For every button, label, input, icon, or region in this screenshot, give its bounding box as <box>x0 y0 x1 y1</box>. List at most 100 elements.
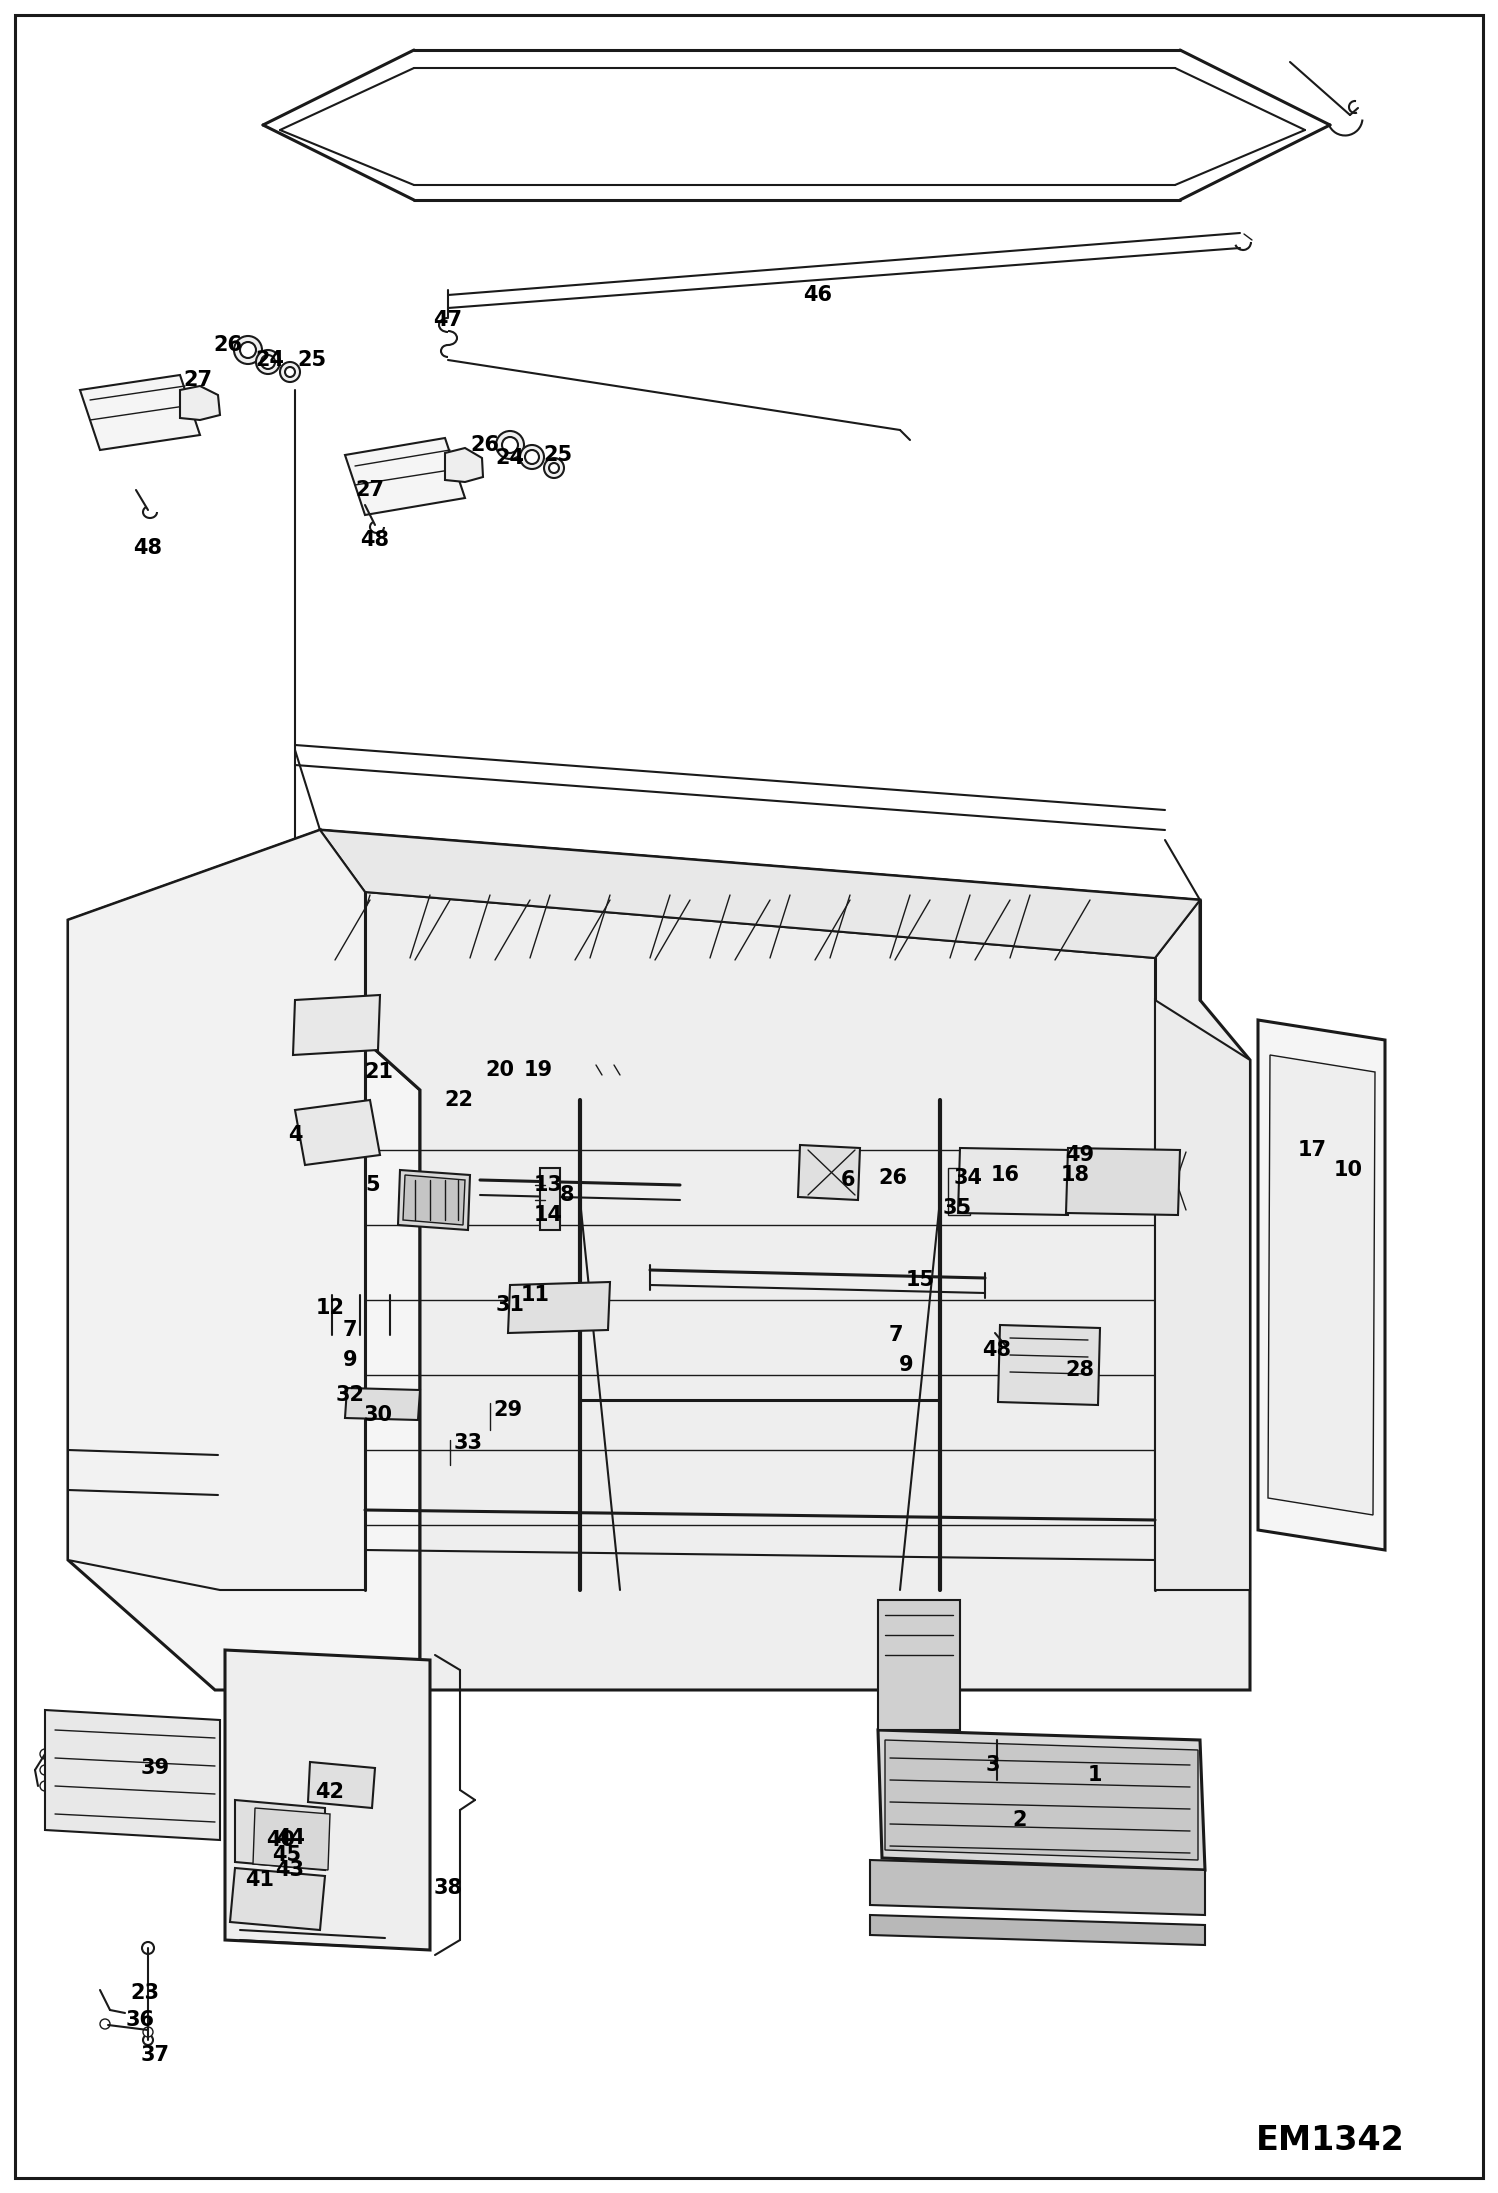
Text: 23: 23 <box>130 1982 159 2002</box>
Polygon shape <box>253 1807 330 1871</box>
Polygon shape <box>998 1325 1100 1406</box>
Circle shape <box>142 1943 154 1954</box>
Text: 34: 34 <box>954 1169 983 1189</box>
Circle shape <box>40 1765 49 1774</box>
Circle shape <box>524 450 539 465</box>
Text: 28: 28 <box>1065 1360 1095 1379</box>
Polygon shape <box>321 829 1200 958</box>
Text: 25: 25 <box>544 445 572 465</box>
Circle shape <box>891 1329 903 1340</box>
Circle shape <box>280 1910 294 1925</box>
Circle shape <box>348 1011 369 1033</box>
Circle shape <box>40 1781 49 1792</box>
Circle shape <box>972 1057 989 1072</box>
Circle shape <box>989 1743 1005 1761</box>
Text: 24: 24 <box>256 351 285 371</box>
Text: 47: 47 <box>433 309 463 329</box>
Circle shape <box>142 2026 153 2037</box>
Text: 26: 26 <box>878 1169 908 1189</box>
Text: 7: 7 <box>888 1325 903 1344</box>
Text: 48: 48 <box>983 1340 1011 1360</box>
Text: 25: 25 <box>298 351 327 371</box>
Text: 12: 12 <box>316 1298 345 1318</box>
Circle shape <box>548 463 559 474</box>
Polygon shape <box>345 439 464 515</box>
Circle shape <box>374 1064 386 1077</box>
Circle shape <box>324 1296 340 1314</box>
Text: 18: 18 <box>1061 1164 1089 1184</box>
Circle shape <box>240 342 256 357</box>
Text: 9: 9 <box>343 1351 358 1371</box>
Circle shape <box>298 1910 312 1925</box>
Circle shape <box>652 1057 668 1072</box>
Text: 9: 9 <box>899 1355 914 1375</box>
Text: 7: 7 <box>343 1320 357 1340</box>
Text: 31: 31 <box>496 1296 524 1316</box>
Text: 1: 1 <box>1088 1765 1103 1785</box>
Text: 6: 6 <box>840 1171 855 1191</box>
Circle shape <box>256 351 280 375</box>
Circle shape <box>234 336 262 364</box>
Polygon shape <box>885 1739 1198 1860</box>
Text: 3: 3 <box>986 1754 1001 1774</box>
Text: 41: 41 <box>246 1871 274 1890</box>
Polygon shape <box>321 829 1249 1691</box>
Circle shape <box>285 366 295 377</box>
Polygon shape <box>870 1860 1204 1914</box>
Text: 19: 19 <box>523 1059 553 1079</box>
Text: 29: 29 <box>493 1399 523 1421</box>
Text: 48: 48 <box>361 531 389 550</box>
Polygon shape <box>539 1169 560 1230</box>
Polygon shape <box>878 1730 1204 1871</box>
Circle shape <box>105 1504 154 1555</box>
Polygon shape <box>295 1101 380 1164</box>
Polygon shape <box>398 1171 470 1230</box>
Polygon shape <box>948 1169 971 1215</box>
Circle shape <box>491 1061 505 1075</box>
Circle shape <box>502 436 518 454</box>
Text: 26: 26 <box>470 434 499 454</box>
Polygon shape <box>366 1079 1155 1590</box>
Circle shape <box>572 1057 589 1072</box>
Polygon shape <box>309 1761 374 1807</box>
Circle shape <box>496 432 524 458</box>
Text: 27: 27 <box>183 371 213 390</box>
Text: 11: 11 <box>520 1285 550 1305</box>
Text: 14: 14 <box>533 1204 563 1226</box>
Circle shape <box>383 1298 395 1311</box>
Polygon shape <box>1067 1147 1180 1215</box>
Circle shape <box>309 1009 333 1033</box>
Polygon shape <box>231 1868 325 1930</box>
Polygon shape <box>67 829 419 1691</box>
Circle shape <box>1052 1057 1068 1072</box>
Circle shape <box>100 2020 109 2029</box>
Polygon shape <box>1258 1020 1386 1550</box>
Circle shape <box>885 1167 900 1182</box>
Circle shape <box>893 1353 903 1364</box>
Circle shape <box>354 1298 367 1311</box>
Circle shape <box>339 1329 351 1340</box>
Polygon shape <box>508 1283 610 1333</box>
Circle shape <box>261 355 276 368</box>
Text: 4: 4 <box>288 1125 303 1145</box>
Polygon shape <box>79 375 201 450</box>
Circle shape <box>340 1353 351 1364</box>
Text: 22: 22 <box>445 1090 473 1110</box>
Text: 46: 46 <box>803 285 833 305</box>
Circle shape <box>112 1511 148 1548</box>
Text: 30: 30 <box>364 1406 392 1425</box>
Text: 24: 24 <box>496 447 524 467</box>
Text: 38: 38 <box>433 1877 463 1897</box>
Polygon shape <box>1155 1000 1249 1590</box>
Circle shape <box>280 362 300 382</box>
Text: 8: 8 <box>560 1184 574 1204</box>
Circle shape <box>891 1057 908 1072</box>
Text: 32: 32 <box>336 1386 364 1406</box>
Circle shape <box>1112 1057 1128 1072</box>
Polygon shape <box>294 996 380 1055</box>
Polygon shape <box>878 1601 960 1730</box>
Text: 39: 39 <box>141 1759 169 1779</box>
Text: 37: 37 <box>141 2046 169 2066</box>
Text: 44: 44 <box>277 1829 306 1849</box>
Polygon shape <box>45 1711 220 1840</box>
